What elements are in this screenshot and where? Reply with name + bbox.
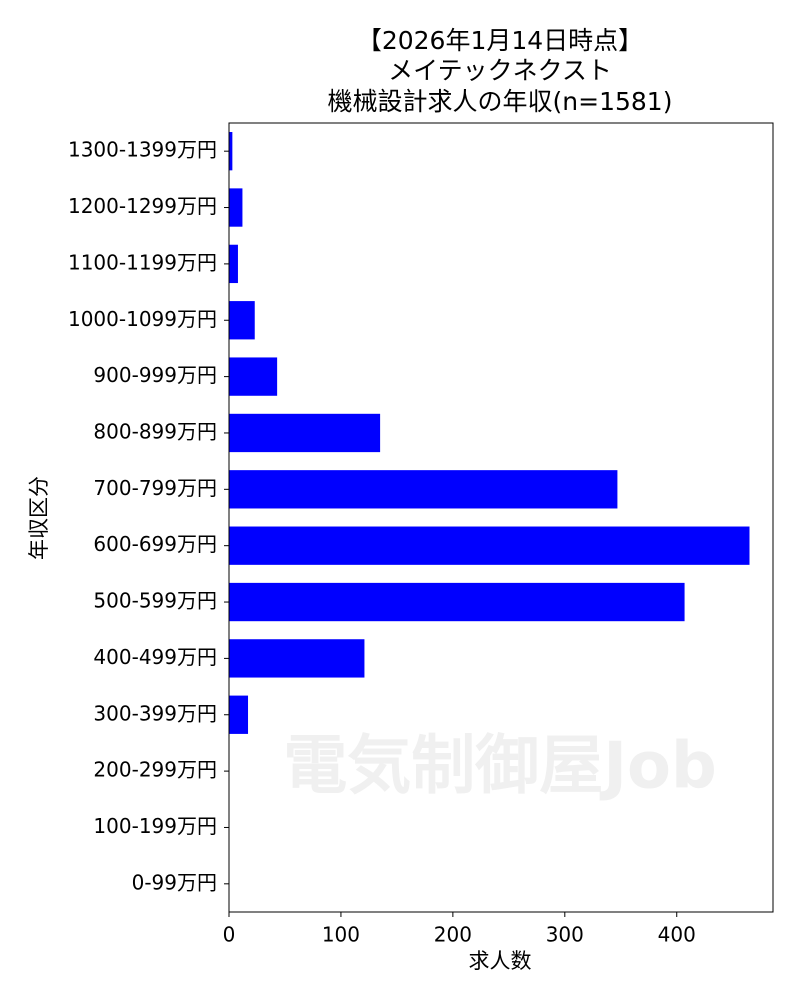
chart-title: メイテックネクスト [388, 56, 612, 85]
watermark: 電気制御屋Job [283, 730, 717, 804]
bar [229, 132, 233, 171]
y-tick-label: 700-799万円 [93, 476, 217, 500]
y-tick-label: 1100-1199万円 [68, 250, 217, 274]
x-tick-label: 300 [546, 923, 584, 947]
bar [229, 244, 238, 284]
y-tick-label: 400-499万円 [93, 645, 217, 669]
bar [229, 357, 278, 396]
x-tick-label: 0 [223, 923, 236, 947]
y-tick-label: 0-99万円 [132, 870, 217, 894]
bar [229, 582, 685, 622]
bar [229, 639, 365, 678]
bar [229, 301, 255, 340]
chart-title: 機械設計求人の年収(n=1581) [328, 87, 673, 116]
y-tick-label: 600-699万円 [93, 532, 217, 556]
x-tick-label: 200 [434, 923, 472, 947]
y-tick-label: 300-399万円 [93, 701, 217, 725]
y-tick-label: 800-899万円 [93, 419, 217, 443]
y-tick-label: 900-999万円 [93, 363, 217, 387]
chart-title: 【2026年1月14日時点】 [357, 26, 643, 55]
bar [229, 413, 381, 453]
y-tick-label: 100-199万円 [93, 814, 217, 838]
y-axis-label: 年収区分 [27, 476, 51, 560]
y-tick-label: 200-299万円 [93, 758, 217, 782]
x-axis-label: 求人数 [469, 949, 532, 973]
y-tick-label: 1000-1099万円 [68, 307, 217, 331]
bar [229, 526, 750, 565]
y-tick-label: 1300-1399万円 [68, 138, 217, 162]
bar [229, 695, 249, 734]
y-tick-label: 1200-1299万円 [68, 194, 217, 218]
bar [229, 470, 618, 509]
bar [229, 188, 243, 227]
plot-frame [228, 122, 774, 913]
y-tick-label: 500-599万円 [93, 589, 217, 613]
x-tick-label: 100 [322, 923, 360, 947]
x-tick-label: 400 [658, 923, 696, 947]
